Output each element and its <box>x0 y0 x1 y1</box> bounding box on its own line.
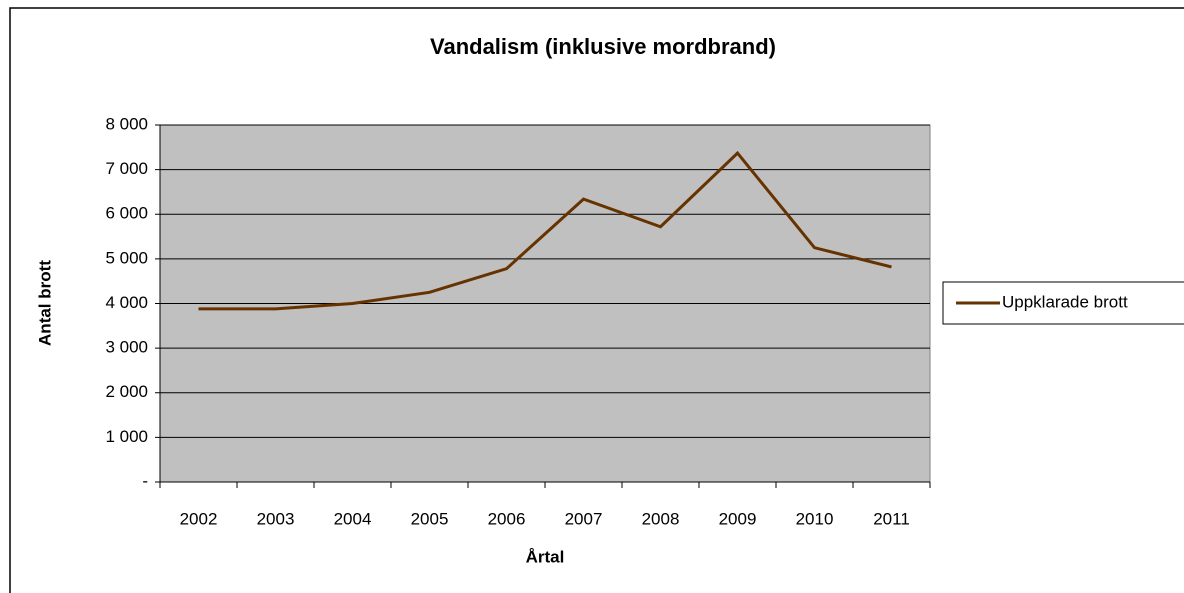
y-tick-label: 7 000 <box>105 159 148 178</box>
y-tick-label: 8 000 <box>105 114 148 133</box>
x-tick-label: 2011 <box>873 509 910 528</box>
x-tick-label: 2010 <box>796 509 834 528</box>
x-tick-label: 2004 <box>334 509 372 528</box>
x-tick-label: 2006 <box>488 509 526 528</box>
x-tick-label: 2003 <box>257 509 295 528</box>
y-tick-label: 2 000 <box>105 382 148 401</box>
x-tick-label: 2008 <box>642 509 680 528</box>
x-axis-label: Årtal <box>526 547 565 566</box>
y-tick-label: - <box>142 471 148 490</box>
data-line <box>198 150 892 311</box>
y-tick-label: 6 000 <box>105 204 148 223</box>
y-tick-label: 4 000 <box>105 293 148 312</box>
y-tick-label: 1 000 <box>105 427 148 446</box>
y-axis-label: Antal brott <box>35 260 54 346</box>
x-tick-label: 2002 <box>180 509 218 528</box>
y-tick-label: 5 000 <box>105 248 148 267</box>
y-tick-label: 3 000 <box>105 338 148 357</box>
x-tick-label: 2007 <box>565 509 603 528</box>
chart-title: Vandalism (inklusive mordbrand) <box>430 34 776 59</box>
x-tick-label: 2009 <box>719 509 757 528</box>
legend-label: Uppklarade brott <box>1002 292 1128 311</box>
x-tick-label: 2005 <box>411 509 449 528</box>
